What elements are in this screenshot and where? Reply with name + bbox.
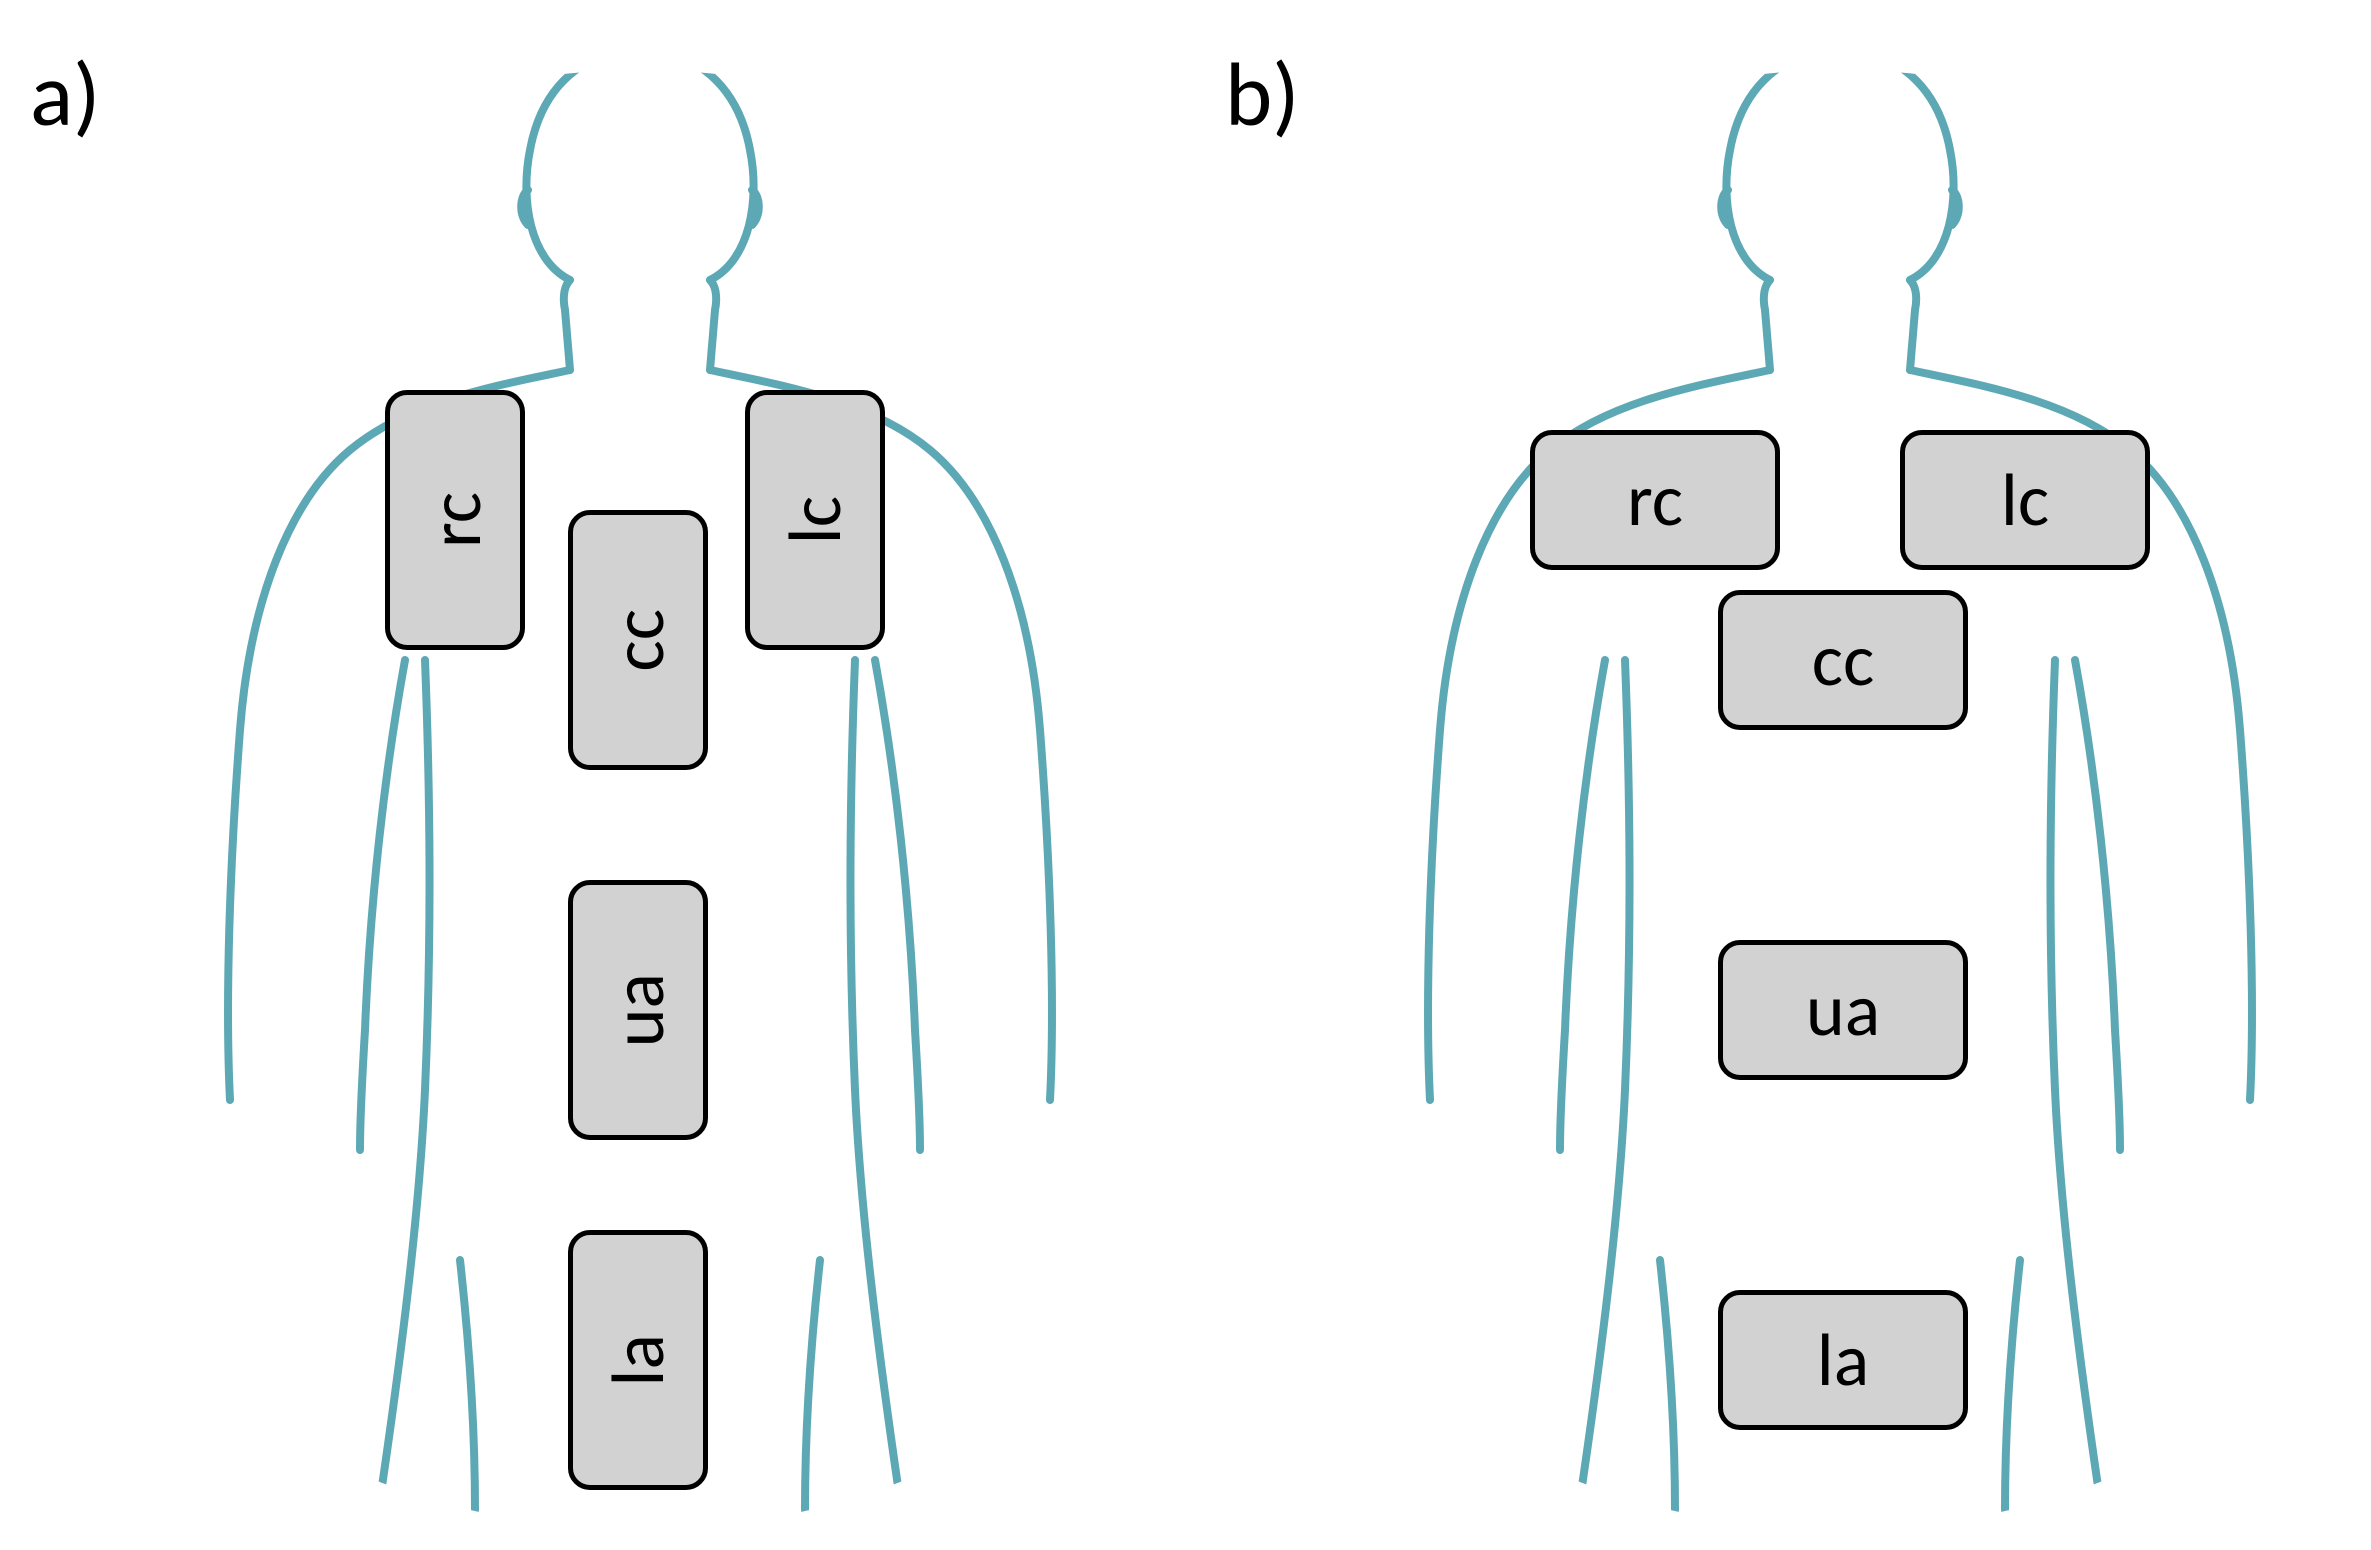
sensor-a-lc: lc: [745, 390, 885, 650]
sensor-label: rc: [410, 492, 500, 548]
figure-canvas: a) b): [0, 0, 2371, 1550]
sensor-label: ua: [593, 973, 683, 1047]
sensor-b-cc: cc: [1718, 590, 1968, 730]
sensor-label: lc: [2001, 455, 2049, 545]
sensor-a-cc: cc: [568, 510, 708, 770]
sensor-b-rc: rc: [1530, 430, 1780, 570]
sensor-label: la: [1817, 1315, 1869, 1405]
sensor-b-la: la: [1718, 1290, 1968, 1430]
panel-a-label: a): [30, 40, 100, 150]
sensor-a-la: la: [568, 1230, 708, 1490]
sensor-label: cc: [593, 609, 683, 672]
sensor-label: lc: [770, 496, 860, 544]
sensor-label: ua: [1806, 965, 1880, 1055]
sensor-b-ua: ua: [1718, 940, 1968, 1080]
sensor-a-ua: ua: [568, 880, 708, 1140]
panel-b-label: b): [1225, 40, 1300, 150]
sensor-a-rc: rc: [385, 390, 525, 650]
sensor-label: rc: [1627, 455, 1683, 545]
sensor-b-lc: lc: [1900, 430, 2150, 570]
sensor-label: cc: [1812, 615, 1875, 705]
sensor-label: la: [593, 1334, 683, 1386]
